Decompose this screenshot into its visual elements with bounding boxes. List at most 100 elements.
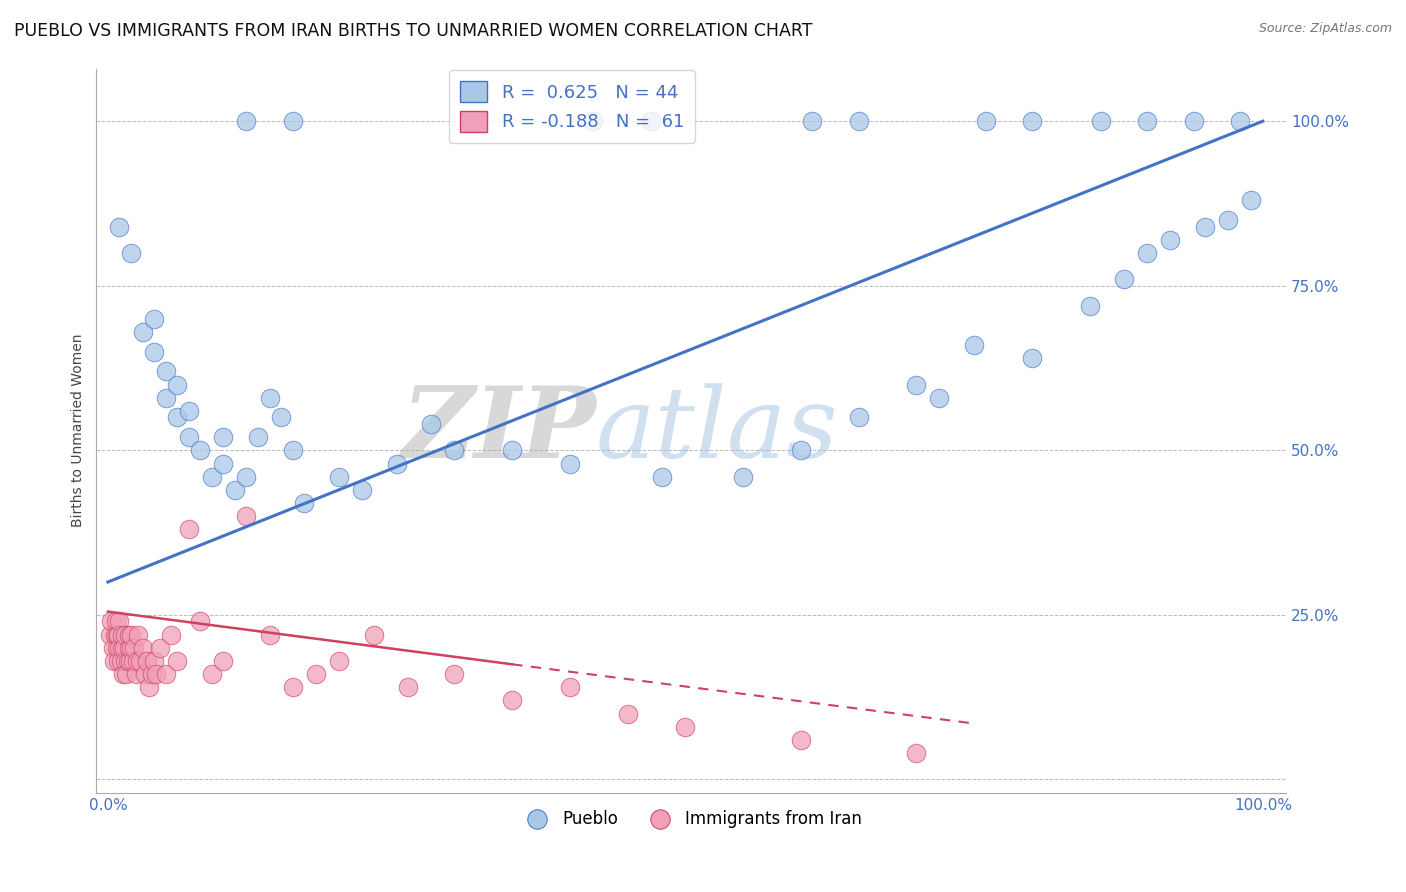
Point (928, 391, 950, 405)
Point (107, 654, 129, 668)
Point (281, 114, 304, 128)
Point (104, 628, 127, 642)
Point (235, 469, 257, 483)
Point (177, 522, 200, 536)
Point (224, 483, 246, 497)
Point (259, 391, 281, 405)
Point (118, 640, 141, 655)
Point (98, 628, 121, 642)
Point (1229, 114, 1251, 128)
Point (136, 654, 159, 668)
Point (1240, 193, 1263, 207)
Point (443, 667, 465, 681)
Point (247, 430, 270, 444)
Point (305, 667, 328, 681)
Point (963, 338, 986, 352)
Point (235, 509, 257, 524)
Point (145, 667, 167, 681)
Text: Source: ZipAtlas.com: Source: ZipAtlas.com (1258, 22, 1392, 36)
Text: ZIP: ZIP (401, 383, 596, 479)
Point (350, 483, 373, 497)
Point (107, 628, 129, 642)
Point (270, 410, 292, 425)
Point (124, 667, 146, 681)
Legend: Pueblo, Immigrants from Iran: Pueblo, Immigrants from Iran (515, 804, 869, 835)
Point (124, 640, 146, 655)
Point (134, 667, 156, 681)
Point (104, 615, 127, 629)
Point (103, 654, 125, 668)
Point (974, 114, 997, 128)
Point (616, 706, 638, 721)
Point (129, 654, 152, 668)
Point (115, 667, 138, 681)
Point (1159, 233, 1181, 247)
Point (177, 404, 200, 418)
Point (117, 654, 139, 668)
Point (149, 640, 172, 655)
Point (396, 681, 419, 695)
Point (790, 443, 813, 458)
Point (501, 693, 523, 707)
Point (385, 457, 408, 471)
Point (558, 457, 581, 471)
Point (143, 311, 166, 326)
Point (848, 410, 870, 425)
Point (1136, 245, 1159, 260)
Point (143, 344, 166, 359)
Point (328, 469, 350, 483)
Point (155, 391, 177, 405)
Point (292, 496, 315, 510)
Point (143, 654, 166, 668)
Point (558, 681, 581, 695)
Point (131, 640, 153, 655)
Point (201, 667, 224, 681)
Point (212, 430, 235, 444)
Point (111, 628, 134, 642)
Point (108, 219, 131, 234)
Point (281, 681, 304, 695)
Point (212, 457, 235, 471)
Point (212, 654, 235, 668)
Point (1021, 114, 1043, 128)
Point (114, 654, 136, 668)
Point (166, 410, 188, 425)
Point (582, 114, 605, 128)
Point (1090, 114, 1112, 128)
Point (166, 377, 188, 392)
Y-axis label: Births to Unmarried Women: Births to Unmarried Women (72, 334, 86, 527)
Point (640, 114, 662, 128)
Point (281, 443, 304, 458)
Point (101, 640, 124, 655)
Point (131, 325, 153, 339)
Point (188, 443, 211, 458)
Point (1136, 114, 1159, 128)
Point (201, 469, 224, 483)
Point (138, 681, 160, 695)
Point (1078, 298, 1101, 312)
Point (188, 615, 211, 629)
Point (105, 640, 128, 655)
Point (905, 377, 928, 392)
Point (1021, 351, 1043, 366)
Point (114, 628, 136, 642)
Point (651, 469, 673, 483)
Point (235, 114, 257, 128)
Point (363, 628, 385, 642)
Point (125, 654, 148, 668)
Point (120, 245, 142, 260)
Point (110, 654, 132, 668)
Point (1182, 114, 1205, 128)
Point (111, 667, 134, 681)
Point (177, 430, 200, 444)
Point (848, 114, 870, 128)
Point (155, 364, 177, 378)
Point (105, 628, 128, 642)
Point (112, 640, 135, 655)
Point (127, 628, 149, 642)
Point (166, 654, 188, 668)
Point (118, 628, 141, 642)
Point (108, 640, 131, 655)
Text: PUEBLO VS IMMIGRANTS FROM IRAN BIRTHS TO UNMARRIED WOMEN CORRELATION CHART: PUEBLO VS IMMIGRANTS FROM IRAN BIRTHS TO… (14, 22, 813, 40)
Point (118, 654, 141, 668)
